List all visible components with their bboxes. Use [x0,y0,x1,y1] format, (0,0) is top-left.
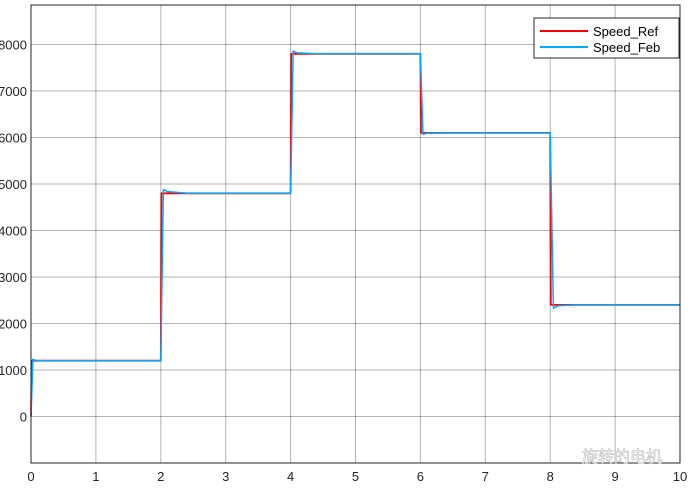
x-tick-label: 9 [611,469,618,484]
y-tick-label: 6000 [0,131,27,146]
y-tick-label: 8000 [0,38,27,53]
series-line-speed-feb [30,50,680,417]
y-tick-label: 1000 [0,363,27,378]
x-tick-label: 8 [547,469,554,484]
plot-frame [30,4,681,464]
x-tick-label: 3 [222,469,229,484]
y-tick-label: 2000 [0,317,27,332]
watermark: 旋转的电机 [582,447,662,466]
x-tick-label: 6 [417,469,424,484]
x-tick-label: 10 [673,469,687,484]
series-lines [30,50,680,417]
x-tick-label: 1 [92,469,99,484]
y-tick-label: 3000 [0,270,27,285]
x-tick-label: 0 [27,469,34,484]
legend-label-speed-feb: Speed_Feb [593,40,660,55]
x-tick-label: 7 [482,469,489,484]
x-tick-labels: 0 1 2 3 4 5 6 7 8 9 10 [27,469,687,484]
y-tick-labels: 0 1000 2000 3000 4000 5000 6000 7000 8000 [0,38,27,425]
y-tick-label: 7000 [0,84,27,99]
y-tick-label: 4000 [0,224,27,239]
y-tick-label: 0 [20,410,27,425]
legend: Speed_Ref Speed_Feb [533,17,680,59]
y-tick-label: 5000 [0,177,27,192]
x-tick-label: 2 [157,469,164,484]
grid [30,5,681,463]
x-tick-label: 5 [352,469,359,484]
x-tick-label: 4 [287,469,294,484]
legend-label-speed-ref: Speed_Ref [593,24,658,39]
